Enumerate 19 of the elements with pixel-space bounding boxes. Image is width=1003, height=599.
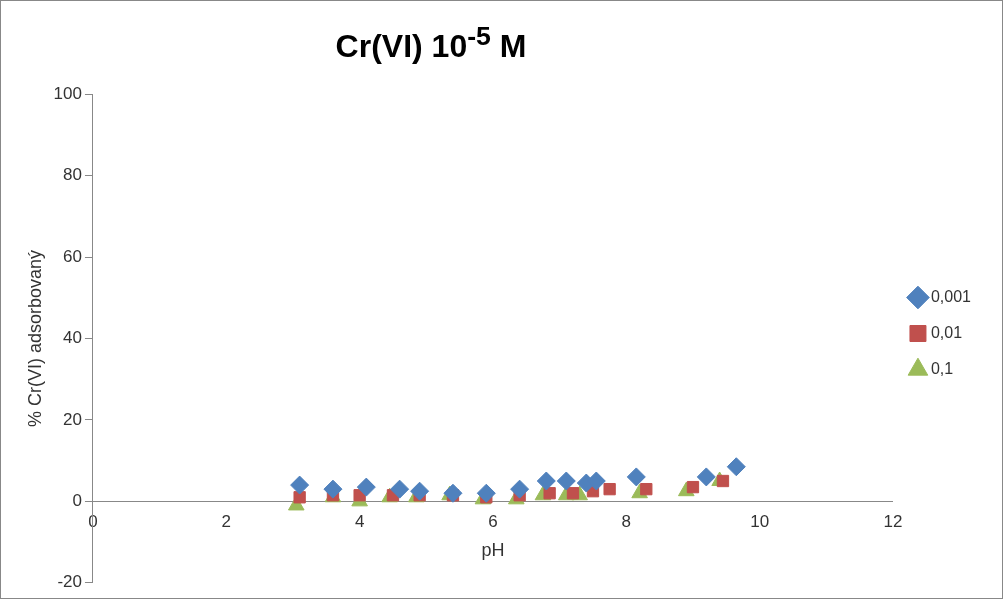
y-axis-title: % Cr(VI) adsorbovaný (24, 249, 45, 428)
legend-label: 0,01 (930, 323, 963, 341)
y-tick-label: 60 (63, 246, 82, 266)
legend-label: 0,001 (930, 287, 972, 305)
y-tick-label: 80 (63, 165, 82, 185)
y-tick-label: -20 (57, 572, 82, 592)
y-tick-label: 0 (72, 491, 82, 511)
legend-label: 0,1 (930, 359, 954, 377)
x-axis-title: pH (481, 539, 505, 560)
chart-title: Cr(VI) 10$^{-5}$ M (334, 21, 528, 65)
x-tick-label: 12 (883, 512, 903, 532)
x-tick-label: 8 (621, 512, 632, 532)
x-tick-label: 10 (750, 512, 770, 532)
x-tick-label: 4 (354, 512, 365, 532)
y-tick-label: 20 (63, 409, 82, 429)
x-tick-label: 2 (221, 512, 232, 532)
x-tick-label: 6 (488, 512, 498, 532)
y-tick-label: 100 (53, 83, 82, 103)
y-tick-label: 40 (63, 328, 82, 348)
